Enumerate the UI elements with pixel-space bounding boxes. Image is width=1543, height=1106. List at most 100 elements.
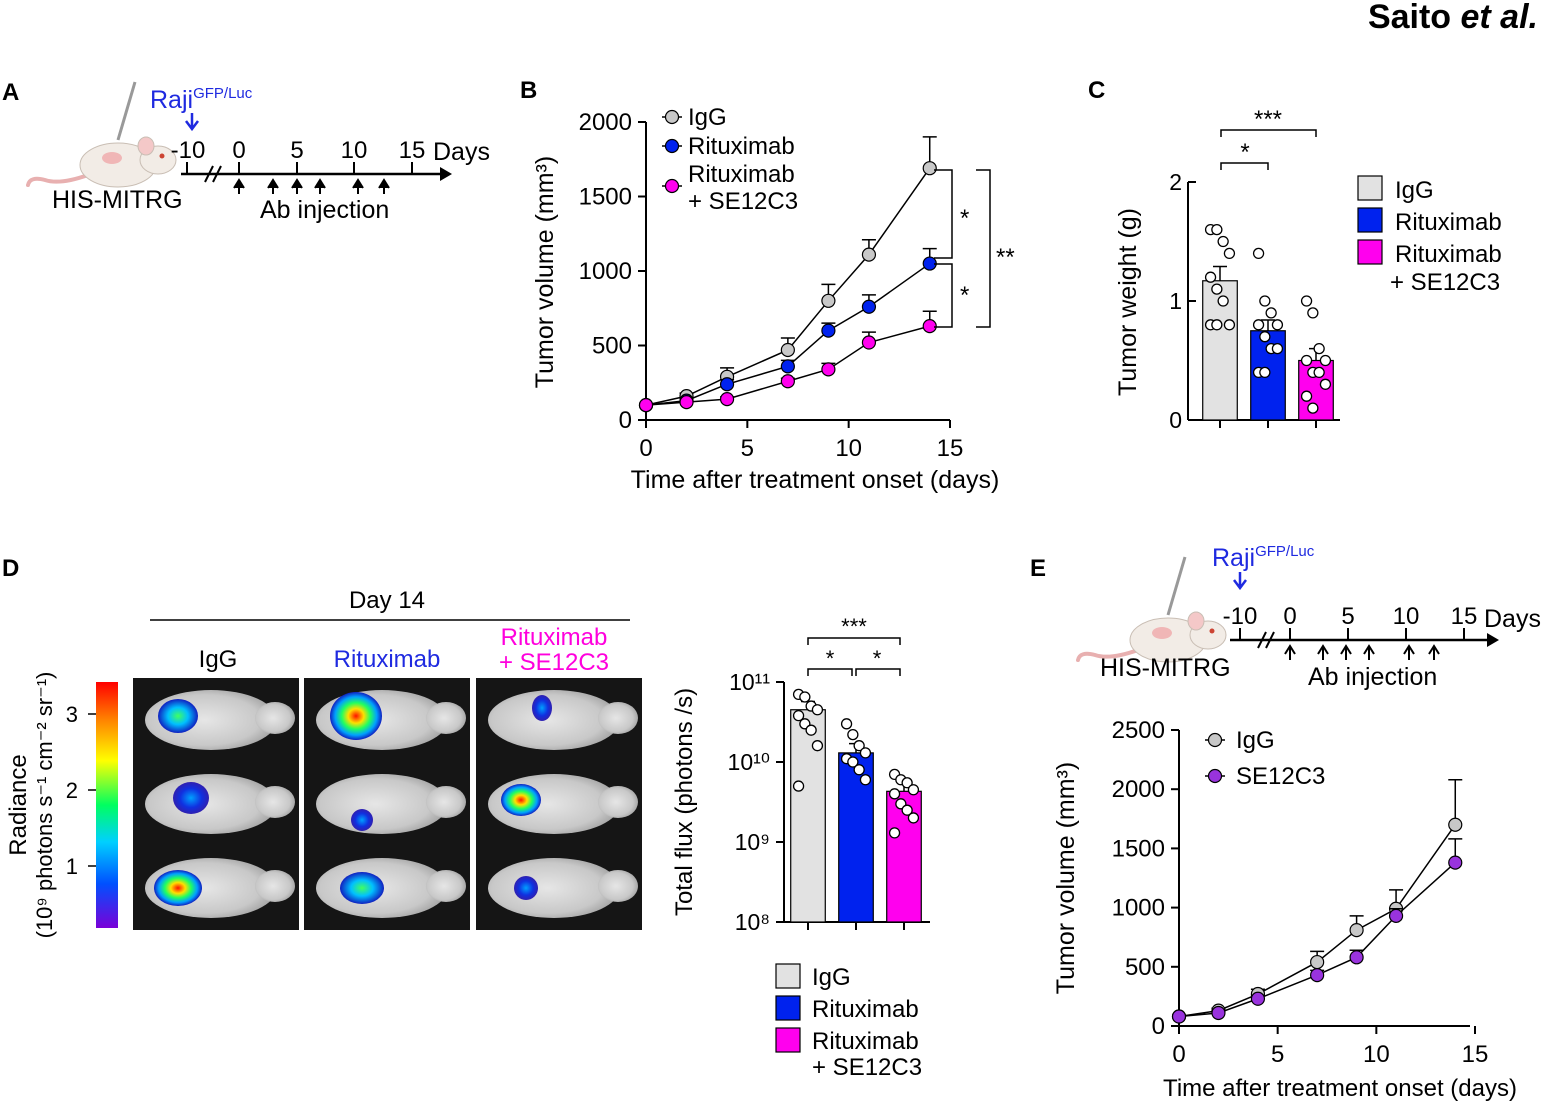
data-point <box>1259 366 1271 379</box>
legend-marker-se12c3 <box>1207 768 1223 784</box>
panel-label-e: E <box>1030 555 1046 582</box>
panel-label-c: C <box>1088 77 1105 104</box>
legend-e: IgG SE12C3 <box>1205 727 1325 790</box>
data-point <box>907 784 920 796</box>
luminescence-signal <box>351 809 373 831</box>
bli-mouse-image <box>304 846 470 930</box>
sig-star: * <box>960 205 969 232</box>
timeline-tick-label: -10 <box>171 137 206 164</box>
significance-brackets-b <box>934 169 991 328</box>
data-point <box>853 740 865 752</box>
y-tick-label: 500 <box>592 333 632 360</box>
timeline-tick-label: 15 <box>399 137 426 164</box>
data-point <box>679 395 694 410</box>
colorbar-label: (10⁹ photons s⁻¹ cm⁻² sr⁻¹) <box>32 672 57 939</box>
raji-arrow <box>185 113 199 132</box>
y-tick-label: 2500 <box>1112 717 1165 744</box>
series-igg <box>1171 778 1463 1024</box>
y-tick-label: 0 <box>619 407 632 434</box>
timeline-tick-label: -10 <box>1223 603 1258 630</box>
data-point <box>821 323 836 338</box>
bar-group-rituximab <box>1250 247 1286 421</box>
timeline-arrowhead <box>1487 633 1499 647</box>
sig-star: ** <box>996 244 1015 271</box>
luminescence-signal <box>158 699 198 733</box>
mouse-head-silhouette <box>255 786 295 818</box>
legend-entry: Rituximab <box>1395 241 1502 268</box>
data-point <box>1217 235 1229 248</box>
bar-group-rituximab-se12c3 <box>1298 295 1334 421</box>
injection-arrows <box>233 178 390 194</box>
data-point <box>821 293 836 308</box>
mouse-silhouette <box>488 858 620 918</box>
x-tick-label: 15 <box>937 435 964 462</box>
data-point <box>780 374 795 389</box>
y-tick-label: 1 <box>1169 288 1182 314</box>
data-point <box>1307 402 1319 414</box>
mouse-head-silhouette <box>426 702 466 734</box>
legend-entry: IgG <box>1236 727 1275 754</box>
y-tick-label: 2000 <box>1112 776 1165 803</box>
y-tick-label: 2000 <box>579 109 632 136</box>
data-point <box>1265 307 1277 319</box>
data-point <box>853 764 865 776</box>
luminescence-signal <box>173 782 209 814</box>
injection-label: Ab injection <box>260 196 389 224</box>
raji-label: RajiGFP/Luc <box>1212 543 1315 572</box>
legend-entry: IgG <box>688 104 727 131</box>
colorbar-tick-label: 1 <box>66 854 78 879</box>
group-label-combo: + SE12C3 <box>499 649 609 676</box>
data-point <box>1319 354 1332 367</box>
x-axis-label: Time after treatment onset (days) <box>631 466 1000 494</box>
days-label: Days <box>433 138 490 166</box>
mouse-illustration <box>1076 556 1227 663</box>
y-tick-label: 0 <box>1152 1013 1165 1040</box>
bli-mouse-image <box>476 846 642 930</box>
data-point <box>922 161 937 176</box>
injection-arrows <box>1284 644 1440 660</box>
bar-group-rituximab-se12c3 <box>886 768 922 923</box>
mouse-tail <box>26 173 90 187</box>
days-label: Days <box>1484 605 1541 633</box>
legend-entry: Rituximab <box>812 996 919 1023</box>
sig-star: *** <box>1254 106 1282 133</box>
data-point <box>861 299 877 314</box>
series-line <box>1178 862 1456 1018</box>
syringe <box>116 81 137 141</box>
y-tick-label: 10¹¹ <box>729 669 770 695</box>
mouse-head-silhouette <box>426 870 466 902</box>
y-axis-label: Tumor volume (mm³) <box>531 156 559 388</box>
legend-entry: Rituximab <box>688 133 795 160</box>
legend-marker-combo <box>664 178 680 194</box>
panel-d: D Day 14 IgG Rituximab Rituximab + SE12C… <box>2 555 930 1081</box>
data-point <box>907 812 920 824</box>
legend-b: IgG Rituximab Rituximab + SE12C3 <box>662 104 798 215</box>
et-al: et al. <box>1451 0 1538 36</box>
colorbar-label: Radiance <box>5 754 32 855</box>
data-point <box>840 718 853 730</box>
data-point <box>1448 817 1463 832</box>
luminescence-signal <box>532 695 552 721</box>
data-point <box>888 788 901 800</box>
bli-mouse-image <box>304 678 470 762</box>
error-bar <box>1261 319 1275 331</box>
legend-entry: IgG <box>812 964 851 991</box>
mouse-head-silhouette <box>255 702 295 734</box>
timeline-break <box>204 165 222 183</box>
timeline-ticks-e <box>1239 628 1465 640</box>
timeline-tick-label: 5 <box>1341 603 1354 630</box>
legend-swatch-igg <box>775 963 801 989</box>
mouse-eye <box>159 153 165 159</box>
y-tick-label: 500 <box>1125 954 1165 981</box>
legend-marker-igg <box>664 109 680 125</box>
data-point <box>1211 1005 1226 1021</box>
data-point <box>901 777 913 789</box>
colorbar-tick-label: 2 <box>66 778 78 803</box>
bar-group-igg <box>790 688 826 923</box>
data-point <box>1223 319 1236 331</box>
data-point <box>805 724 817 736</box>
data-point <box>1388 908 1404 923</box>
legend-entry: + SE12C3 <box>812 1054 922 1081</box>
legend-swatch-igg <box>1357 175 1383 201</box>
data-point <box>901 804 913 816</box>
